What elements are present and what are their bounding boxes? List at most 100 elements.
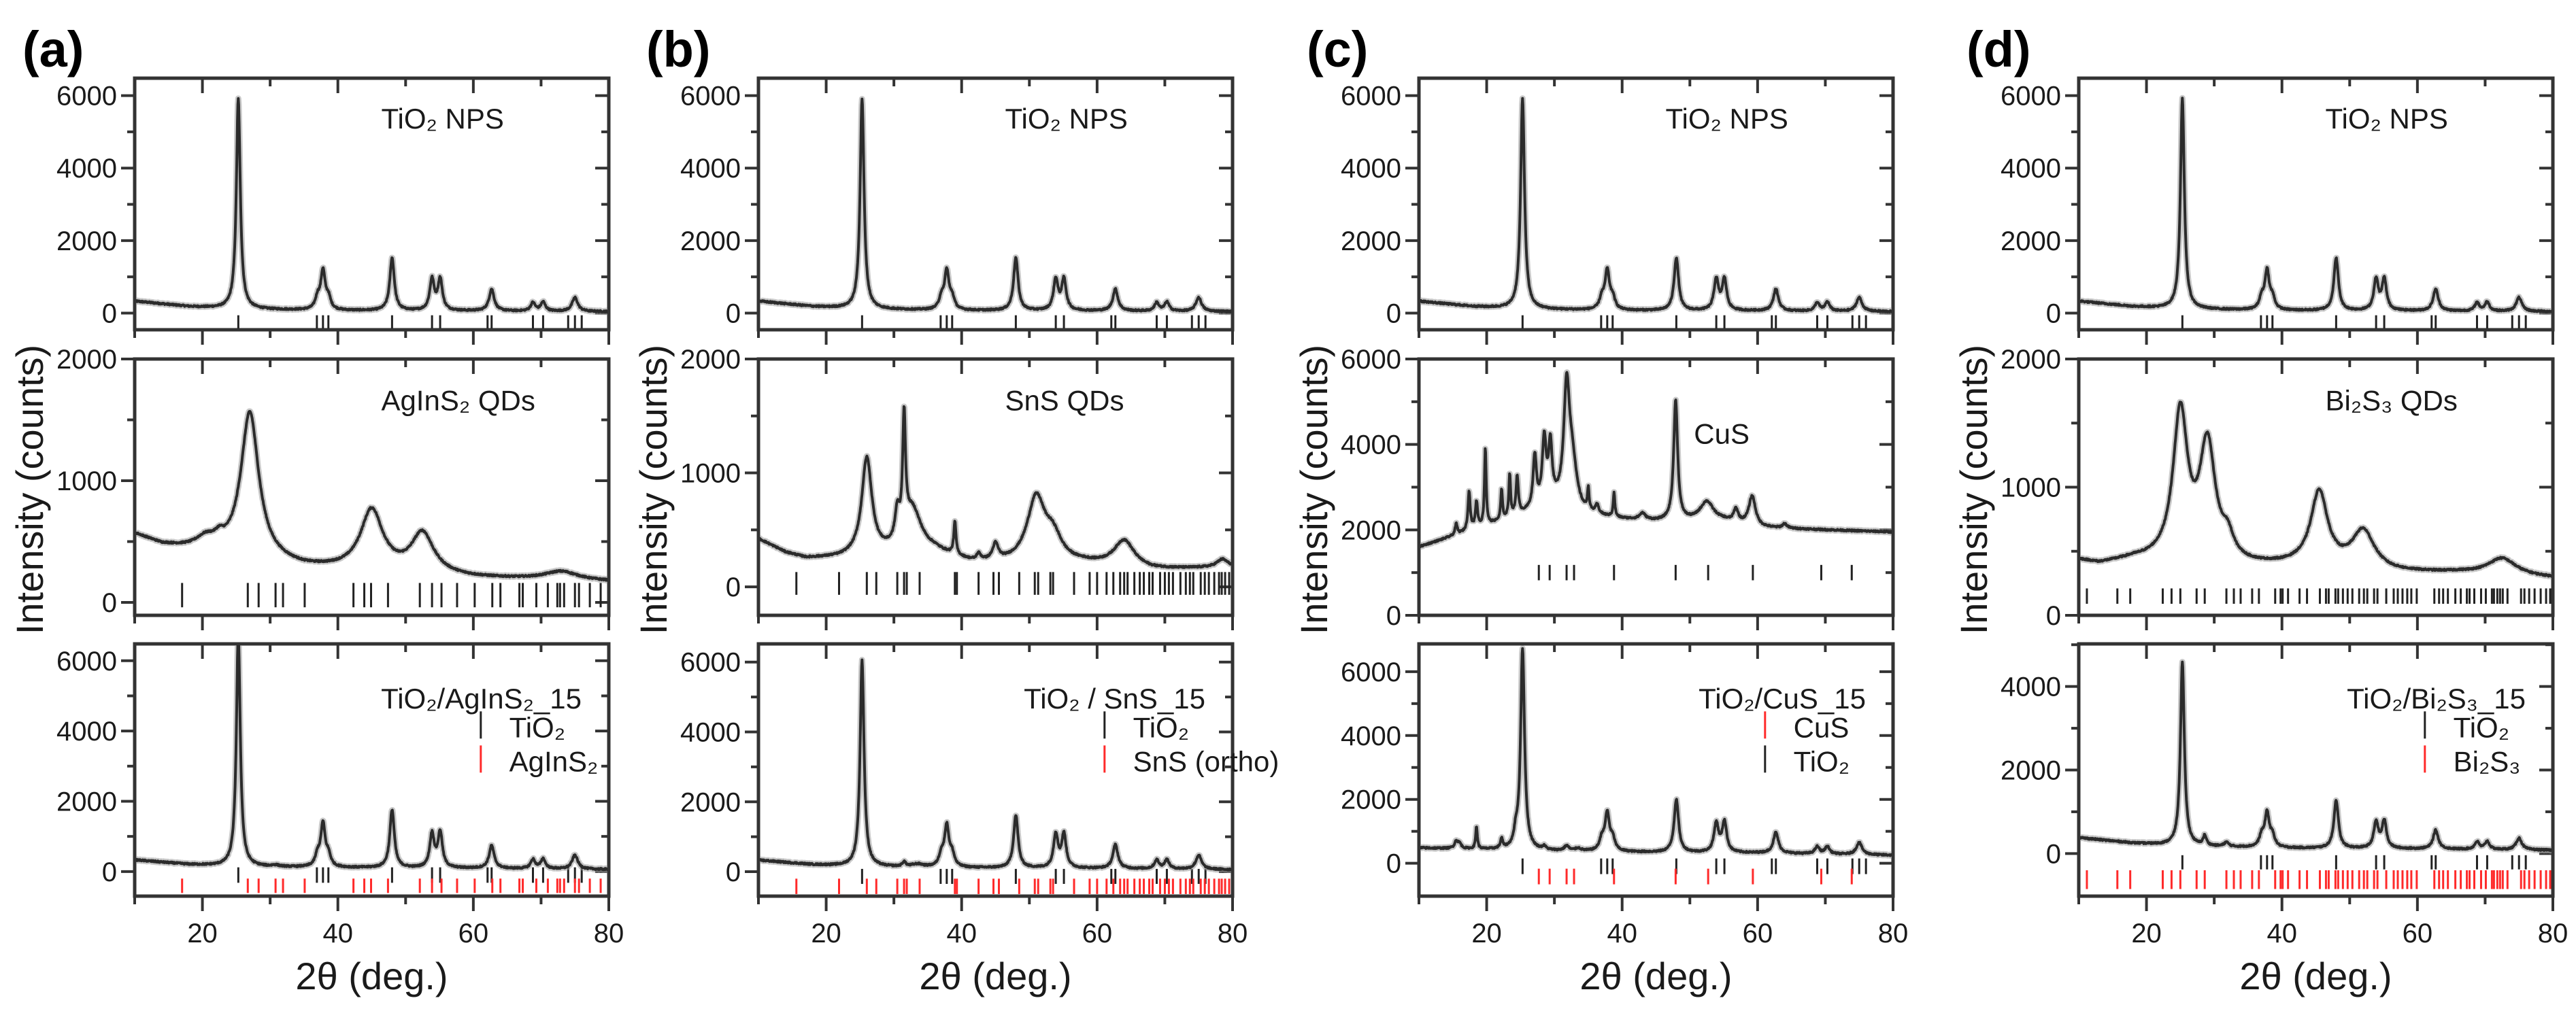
plot-frame: [1417, 76, 1895, 332]
subplot-top: 0 2000 4000 6000 TiO₂ NPS: [680, 76, 1235, 345]
subplot-top: 0 2000 4000 6000 TiO₂ NPS: [2001, 76, 2555, 345]
legend-label: SnS (ortho): [1133, 745, 1279, 777]
plot-frame: [1417, 642, 1895, 898]
y-tick-label: 2000: [680, 226, 741, 256]
panel-label: (c): [1307, 21, 1368, 78]
x-axis-label: 2θ (deg.): [295, 955, 448, 997]
y-tick-label: 6000: [2001, 82, 2061, 112]
y-tick-label: 4000: [680, 717, 741, 747]
plot-title: TiO₂/CuS_15: [1699, 683, 1866, 715]
xrd-pattern-halo: [1420, 95, 1892, 315]
subplot-middle: 0 1000 2000 SnS QDs: [680, 345, 1235, 630]
plot-frame: [133, 76, 611, 332]
subplot-top: 0 2000 4000 6000 TiO₂ NPS: [56, 76, 611, 345]
y-axis-label: Intensity (counts): [632, 345, 675, 634]
xrd-pattern: [1420, 97, 1892, 313]
y-tick-label: 4000: [1341, 721, 1401, 751]
legend-label: TiO₂: [1794, 745, 1850, 777]
plot-title: TiO₂ NPS: [381, 103, 503, 135]
pattern-group: [1420, 645, 1892, 859]
x-tick-label: 20: [2131, 919, 2162, 948]
y-tick-label: 0: [1386, 601, 1401, 631]
reference-ticks-cus: [1537, 564, 1853, 581]
y-tick-label: 6000: [1341, 82, 1401, 112]
y-tick-label: 0: [1386, 849, 1401, 879]
xrd-pattern: [1420, 371, 1892, 549]
pattern-group: [760, 96, 1231, 315]
y-tick-label: 1000: [2001, 473, 2061, 503]
panel-d: (d)Intensity (counts)2θ (deg.)0200040006…: [1952, 21, 2568, 997]
plot-title: TiO₂ NPS: [1005, 103, 1127, 135]
plot-frame: [133, 642, 611, 898]
panel-c: (c)Intensity (counts)2θ (deg.)0200040006…: [1292, 21, 1908, 997]
y-tick-label: 2000: [2001, 756, 2061, 786]
x-tick-label: 80: [1218, 919, 1248, 948]
reference-ticks-tio2: [2181, 315, 2527, 328]
xrd-pattern-halo: [136, 408, 607, 584]
x-tick-label: 60: [1743, 919, 1773, 948]
y-axis-label: Intensity (counts): [1292, 345, 1335, 634]
plot-title: CuS: [1694, 417, 1750, 449]
reference-ticks-agins2: [181, 583, 602, 608]
x-axis-label: 2θ (deg.): [1579, 955, 1732, 997]
reference-ticks-tio2: [237, 315, 583, 328]
subplot-middle: 0 2000 4000 6000 CuS: [1341, 345, 1895, 631]
panel-a: (a)Intensity (counts)2θ (deg.)0200040006…: [8, 21, 624, 997]
x-tick-label: 20: [811, 919, 841, 948]
x-tick-label: 60: [458, 919, 489, 948]
subplot-top: 0 2000 4000 6000 TiO₂ NPS: [1341, 76, 1895, 345]
legend-label: TiO₂: [1133, 711, 1189, 743]
x-axis-label: 2θ (deg.): [919, 955, 1071, 997]
xrd-pattern: [760, 658, 1231, 872]
subplot-middle: 0 1000 2000 Bi₂S₃ QDs: [2001, 345, 2555, 631]
y-tick-label: 1000: [56, 466, 117, 496]
pattern-group: [760, 403, 1231, 571]
xrd-pattern-halo: [136, 95, 607, 315]
plot-title: SnS QDs: [1005, 384, 1124, 416]
pattern-group: [1420, 369, 1892, 550]
y-tick-label: 2000: [56, 787, 117, 817]
legend-item: CuS: [1764, 711, 1850, 743]
plot-frame: [2077, 357, 2555, 617]
y-tick-label: 2000: [56, 345, 117, 375]
legend-item: Bi₂S₃: [2424, 745, 2521, 777]
x-tick-label: 80: [1878, 919, 1909, 948]
y-tick-label: 6000: [56, 82, 117, 112]
y-tick-label: 4000: [56, 154, 117, 184]
y-tick-label: 2000: [1341, 515, 1401, 545]
y-tick-label: 0: [2046, 601, 2061, 631]
y-tick-label: 0: [102, 588, 117, 618]
xrd-pattern: [2080, 660, 2552, 853]
xrd-pattern: [760, 405, 1231, 569]
y-tick-label: 2000: [680, 787, 741, 817]
y-tick-label: 4000: [1341, 430, 1401, 460]
reference-ticks-tio2: [1521, 315, 1867, 328]
legend-label: AgInS₂: [509, 745, 599, 777]
subplot-bottom: 20 40 60 80 0 2000 4000 6000 TiO₂ / SnS_15TiO₂Sn…: [680, 642, 1279, 948]
pattern-group: [2080, 95, 2552, 315]
y-tick-label: 6000: [56, 647, 117, 677]
y-tick-label: 4000: [56, 717, 117, 747]
legend-label: CuS: [1794, 711, 1850, 743]
plot-frame: [133, 357, 611, 617]
plot-title: TiO₂/Bi₂S₃_15: [2347, 683, 2526, 715]
y-tick-label: 2000: [2001, 226, 2061, 256]
legend-label: Bi₂S₃: [2454, 745, 2521, 777]
xrd-pattern: [1420, 647, 1892, 857]
x-tick-label: 80: [2538, 919, 2569, 948]
legend-item: SnS (ortho): [1103, 745, 1279, 777]
legend-item: TiO₂: [1103, 711, 1189, 743]
legend-label: TiO₂: [509, 711, 565, 743]
pattern-group: [2080, 398, 2552, 580]
y-tick-label: 0: [2046, 298, 2061, 328]
plot-title: TiO₂/AgInS₂_15: [381, 683, 582, 715]
x-axis-label: 2θ (deg.): [2239, 955, 2392, 997]
x-tick-label: 20: [1471, 919, 1502, 948]
y-tick-label: 2000: [1341, 226, 1401, 256]
y-tick-label: 2000: [680, 345, 741, 375]
xrd-pattern: [136, 97, 607, 314]
reference-ticks-tio2: [2181, 855, 2527, 870]
